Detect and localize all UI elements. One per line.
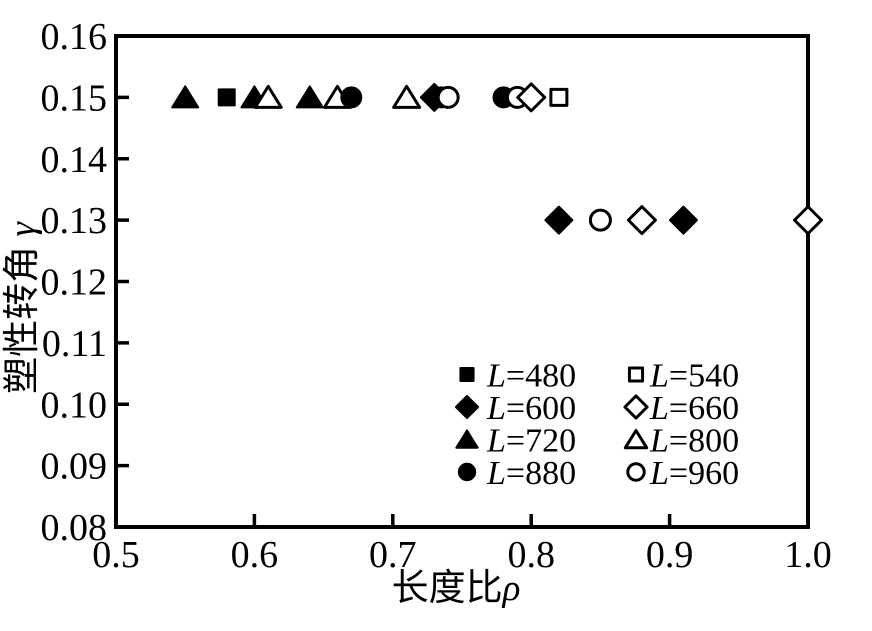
marker-circle-filled <box>340 86 363 109</box>
x-tick-label: 0.8 <box>507 534 555 576</box>
marker-diamond-filled <box>544 205 574 235</box>
y-tick-label: 0.12 <box>41 262 108 304</box>
y-axis-title: 塑性转角 γ <box>1 221 43 394</box>
x-tick-label: 0.6 <box>231 534 279 576</box>
marker-triangle-filled <box>295 85 324 109</box>
y-tick-label: 0.09 <box>41 446 108 488</box>
x-tick-label: 0.7 <box>369 534 417 576</box>
y-tick-label: 0.11 <box>42 323 107 365</box>
legend-label: L=800 <box>649 423 739 460</box>
y-tick-label: 0.08 <box>41 507 108 549</box>
y-axis: 0.08 0.09 0.10 0.11 0.12 0.13 0.14 0.15 0.16 <box>41 16 129 549</box>
marker-circle-open <box>436 85 460 109</box>
x-axis-title: 长度比ρ <box>392 567 521 609</box>
marker-triangle-open <box>623 428 649 450</box>
marker-diamond-open <box>626 205 657 236</box>
plot-frame-border <box>114 34 810 529</box>
x-axis: 0.5 0.6 0.7 0.8 0.9 1.0 <box>92 514 832 576</box>
y-tick-label: 0.10 <box>41 384 108 426</box>
marker-diamond-open <box>623 394 649 420</box>
y-tick-label: 0.14 <box>41 139 108 181</box>
marker-circle-open <box>588 208 612 232</box>
marker-triangle-filled <box>455 429 479 449</box>
legend-label: L=480 <box>486 358 576 395</box>
legend-label: L=720 <box>486 423 576 460</box>
y-tick-label: 0.16 <box>41 16 108 58</box>
axis-titles: 长度比ρ 塑性转角 γ <box>1 221 520 609</box>
x-tick-label: 0.9 <box>646 534 694 576</box>
marker-triangle-filled <box>171 85 200 109</box>
marker-triangle-open <box>392 84 422 109</box>
y-tick-label: 0.15 <box>41 77 108 119</box>
marker-diamond-filled <box>668 205 698 235</box>
legend-label: L=960 <box>649 455 739 492</box>
legend-label: L=660 <box>649 390 739 427</box>
plot-frame <box>114 34 810 529</box>
legend-label: L=600 <box>486 390 576 427</box>
data-points <box>171 82 823 236</box>
marker-circle-open <box>626 462 646 482</box>
marker-square-open <box>549 87 569 107</box>
marker-square-filled <box>459 366 475 383</box>
marker-square-filled <box>217 88 236 107</box>
marker-circle-filled <box>457 462 477 482</box>
marker-triangle-open <box>253 84 283 109</box>
marker-diamond-open <box>516 82 547 113</box>
marker-diamond-open <box>793 205 823 236</box>
marker-square-open <box>627 366 645 383</box>
x-tick-label: 0.5 <box>92 534 140 576</box>
marker-diamond-filled <box>454 394 480 420</box>
legend-label: L=880 <box>486 455 576 492</box>
legend-label: L=540 <box>649 358 739 395</box>
x-tick-label: 1.0 <box>784 534 832 576</box>
y-tick-label: 0.13 <box>41 200 108 242</box>
